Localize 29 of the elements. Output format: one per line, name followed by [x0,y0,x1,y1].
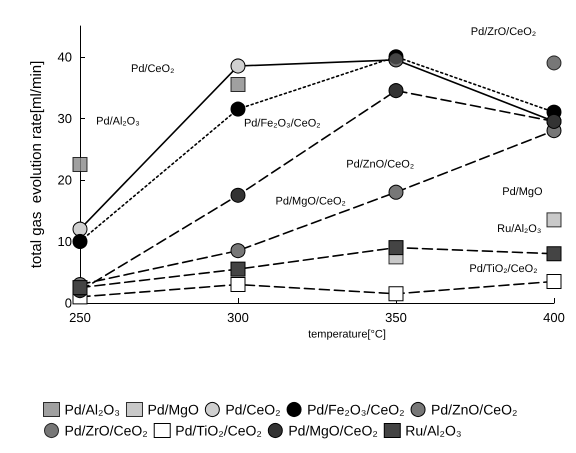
legend-label: Pd/ZnO/CeO₂ [431,402,518,418]
y-tick-label: 40 [58,49,72,64]
annotation: Pd/Fe₂O₃/CeO₂ [244,117,321,130]
annotation: Pd/MgO [502,186,544,198]
x-tick-label: 300 [227,310,249,325]
legend-label: Pd/MgO [147,402,199,418]
annotation: Pd/Al₂O₃ [96,115,140,128]
legend-label: Pd/TiO₂/CeO₂ [175,422,262,438]
annotation: Pd/CeO₂ [130,63,174,76]
legend-label: Pd/CeO₂ [225,402,281,418]
y-tick-label: 0 [64,296,72,310]
legend-label: Pd/ZrO/CeO₂ [64,422,148,438]
x-tick-label: 350 [385,310,407,325]
annotation: Pd/MgO/CeO₂ [276,195,346,208]
y-tick-label: 20 [58,172,72,188]
y-tick-label: 10 [58,234,72,249]
legend-label: Pd/Al₂O₃ [64,402,120,418]
y-tick-label: 30 [58,110,72,126]
y-axis-title: total gas evolution rate[ml/min] [28,60,45,268]
annotation: Pd/ZnO/CeO₂ [346,158,414,170]
annotation: Pd/ZrO/CeO₂ [470,26,536,38]
legend-label: Pd/Fe₂O₃/CeO₂ [307,402,405,418]
annotation: Pd/TiO₂/CeO₂ [469,263,538,276]
x-axis-title: temperature[°C] [308,328,386,340]
legend-label: Ru/Al₂O₃ [405,422,462,438]
x-tick-label: 400 [543,310,565,325]
annotation: Ru/Al₂O₃ [497,223,542,236]
legend-label: Pd/MgO/CeO₂ [288,422,378,438]
x-tick-label: 250 [69,310,91,325]
